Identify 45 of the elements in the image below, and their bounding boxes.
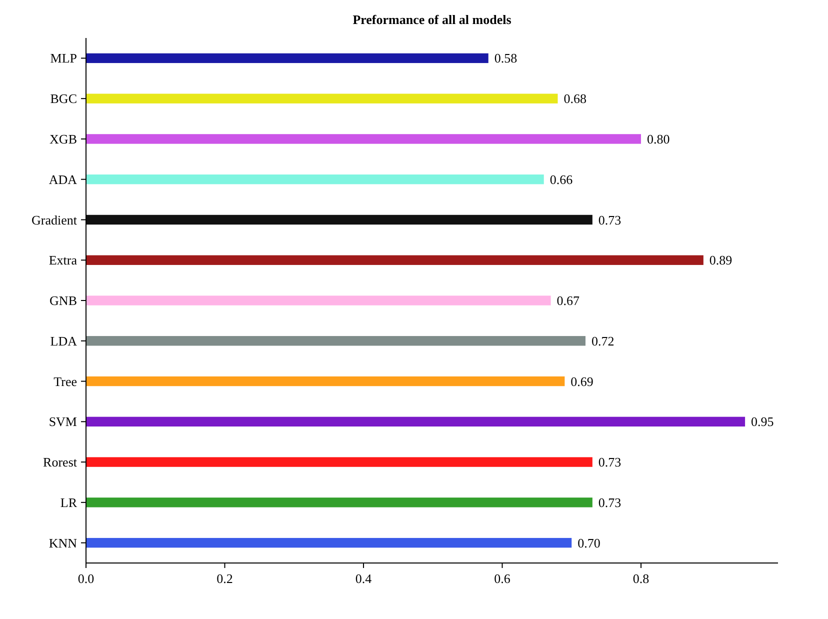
x-tick-label: 0.2 [216,571,233,586]
bar [86,53,488,64]
bar [86,134,641,144]
bar [86,255,704,265]
y-tick-label: BGC [50,91,77,106]
y-tick-label: LDA [50,333,78,348]
bar [86,416,746,426]
bar [86,174,544,184]
data-label: 0.73 [598,454,622,470]
y-tick-label: Tree [54,374,78,389]
data-label: 0.67 [556,293,580,308]
y-tick-label: Gradient [32,212,78,228]
x-tick-label: 0.8 [632,571,650,586]
data-label: 0.69 [570,374,594,389]
y-tick-label: SVM [48,414,78,430]
y-tick-label: GNB [50,293,78,308]
data-label: 0.70 [578,535,600,550]
bar [86,538,572,548]
data-label: 0.73 [598,212,622,228]
bar [86,457,592,467]
y-tick-label: Extra [48,252,78,268]
bar [86,214,592,225]
y-tick-label: MLP [50,50,77,66]
x-tick-label: 0.4 [355,571,372,586]
bar [86,376,565,386]
data-label: 0.66 [550,172,574,187]
bar [86,94,558,104]
x-tick-label: 0.6 [494,571,511,586]
y-tick-label: LR [60,494,78,510]
data-label: 0.68 [564,91,586,106]
y-tick-label: ADA [48,172,78,187]
bar [86,296,551,306]
y-tick-label: KNN [48,535,78,550]
data-label: 0.72 [591,333,614,348]
bar [86,336,586,346]
data-label: 0.80 [646,132,670,147]
data-label: 0.89 [709,252,732,268]
y-tick-label: Rorest [43,454,78,470]
data-label: 0.58 [494,50,518,66]
y-tick-label: XGB [50,132,78,147]
bar [86,498,592,508]
chart-title: Preformance of all al models [352,12,512,27]
x-tick-label: 0.0 [78,571,94,586]
data-label: 0.95 [751,414,774,430]
data-label: 0.73 [598,494,622,510]
